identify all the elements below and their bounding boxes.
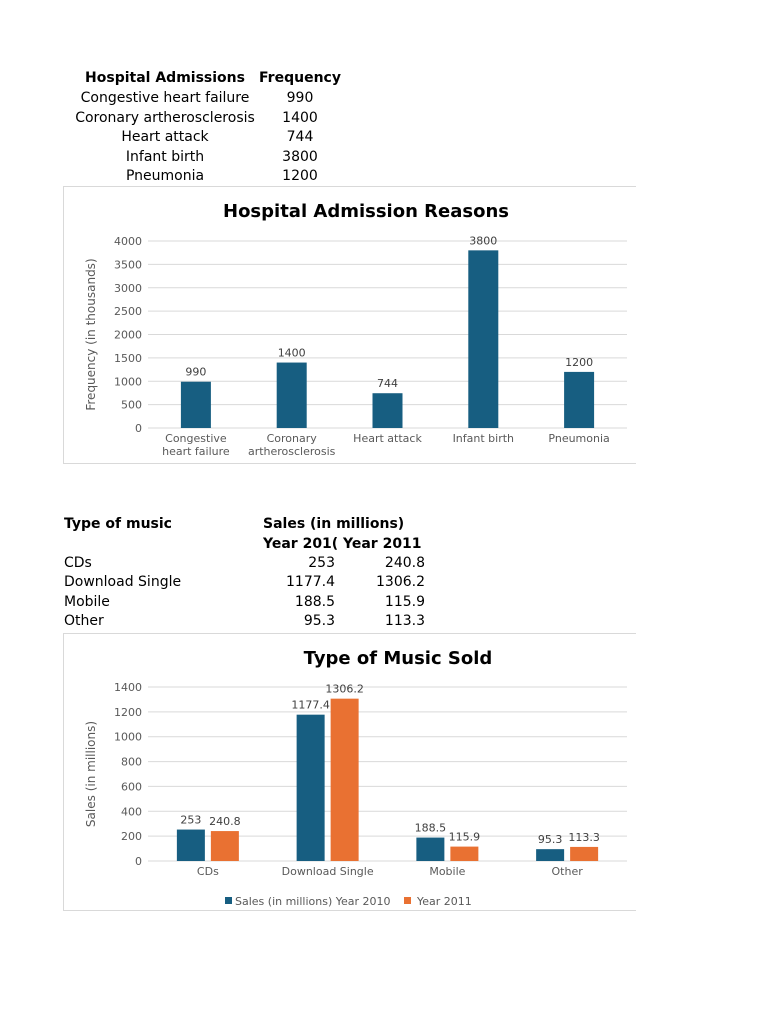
table-cell-admission: Congestive heart failure — [80, 90, 250, 106]
y-tick-label: 400 — [121, 805, 142, 818]
table-cell-admission: Heart attack — [121, 129, 209, 145]
data-label: 240.8 — [209, 815, 241, 828]
bar — [276, 362, 307, 428]
y-tick-label: 0 — [135, 422, 142, 435]
table-cell-admission: Pneumonia — [125, 168, 205, 184]
bar-2011 — [450, 846, 479, 861]
bar-2011 — [330, 698, 359, 861]
x-tick-label: Congestive — [165, 432, 227, 445]
table-cell-music-type: Other — [64, 612, 104, 629]
y-tick-label: 200 — [121, 830, 142, 843]
data-label: 113.3 — [568, 831, 600, 844]
table-cell-2010: 95.3 — [303, 612, 335, 629]
x-tick-label: Heart attack — [353, 432, 422, 445]
data-label: 115.9 — [449, 831, 481, 844]
table-header-sales: Sales (in millions) — [263, 516, 405, 532]
bar-2010 — [176, 829, 205, 861]
table-cell-admission: Coronary artherosclerosis — [75, 109, 255, 126]
music-sales-chart — [63, 633, 636, 911]
y-tick-label: 0 — [135, 855, 142, 868]
x-tick-label: Infant birth — [453, 432, 514, 445]
table-cell-2011: 240.8 — [384, 555, 425, 571]
x-tick-label: artherosclerosis — [248, 445, 336, 458]
table-header-admissions: Hospital Admissions — [85, 70, 245, 86]
y-tick-label: 1200 — [114, 706, 142, 719]
y-tick-label: 3000 — [114, 282, 142, 295]
table-cell-frequency: 1200 — [282, 168, 318, 184]
y-tick-label: 1400 — [114, 681, 142, 694]
data-label: 3800 — [469, 234, 497, 247]
data-label: 744 — [377, 377, 398, 390]
table-cell-2010: 1177.4 — [286, 574, 335, 591]
x-tick-label: Pneumonia — [548, 432, 609, 445]
chart-title: Type of Music Sold — [304, 648, 493, 669]
table-cell-admission: Infant birth — [125, 148, 205, 165]
x-tick-label: CDs — [197, 865, 219, 878]
bar-2010 — [536, 849, 565, 861]
table-cell-frequency: 3800 — [282, 148, 318, 165]
table-cell-music-type: CDs — [64, 555, 92, 571]
y-tick-label: 3500 — [114, 258, 142, 271]
table-cell-frequency: 990 — [286, 90, 314, 106]
y-tick-label: 1500 — [114, 352, 142, 365]
table-cell-2011: 113.3 — [384, 612, 425, 629]
y-tick-label: 500 — [121, 399, 142, 412]
data-label: 188.5 — [415, 822, 447, 835]
bar-2010 — [296, 714, 325, 861]
data-label: 253 — [180, 814, 201, 827]
y-tick-label: 1000 — [114, 731, 142, 744]
bar-2010 — [416, 837, 445, 861]
data-label: 1200 — [565, 356, 593, 369]
x-tick-label: Mobile — [429, 865, 465, 878]
chart-title: Hospital Admission Reasons — [223, 201, 509, 222]
bar — [564, 371, 595, 428]
x-tick-label: heart failure — [162, 445, 230, 458]
y-tick-label: 1000 — [114, 375, 142, 388]
data-label: 95.3 — [538, 833, 563, 846]
y-tick-label: 2500 — [114, 305, 142, 318]
table-cell-music-type: Download Single — [64, 574, 182, 591]
bar — [372, 393, 403, 428]
x-tick-label: Download Single — [282, 865, 374, 878]
legend-swatch-2011 — [404, 897, 411, 904]
table-cell-2011: 1306.2 — [376, 574, 425, 591]
legend-swatch-2010 — [225, 897, 232, 904]
table-header-frequency: Frequency — [259, 70, 341, 86]
legend-label-2010: Sales (in millions) Year 2010 — [235, 895, 391, 908]
hospital-admission-chart — [63, 186, 636, 464]
bar-2011 — [570, 846, 599, 861]
bar — [180, 381, 211, 428]
bar — [468, 250, 499, 428]
table-subheader-2010: Year 201( — [263, 536, 339, 552]
y-axis-label: Sales (in millions) — [84, 721, 98, 827]
y-tick-label: 600 — [121, 780, 142, 793]
x-tick-label: Coronary — [267, 432, 318, 445]
data-label: 1400 — [278, 347, 306, 360]
legend-label-2011: Year 2011 — [416, 895, 472, 908]
y-axis-label: Frequency (in thousands) — [84, 258, 98, 410]
table-header-music-type: Type of music — [64, 516, 172, 532]
y-tick-label: 2000 — [114, 329, 142, 342]
bar-2011 — [210, 831, 239, 861]
table-cell-2010: 188.5 — [294, 593, 335, 610]
table-cell-frequency: 744 — [286, 129, 314, 145]
data-label: 1306.2 — [325, 683, 364, 696]
table-cell-2010: 253 — [308, 555, 335, 571]
data-label: 990 — [185, 366, 206, 379]
table-cell-music-type: Mobile — [64, 593, 110, 610]
data-label: 1177.4 — [291, 699, 330, 712]
table-cell-2011: 115.9 — [384, 593, 425, 610]
x-tick-label: Other — [552, 865, 584, 878]
table-cell-frequency: 1400 — [282, 109, 318, 126]
y-tick-label: 800 — [121, 756, 142, 769]
y-tick-label: 4000 — [114, 235, 142, 248]
table-subheader-2011: Year 2011 — [343, 536, 422, 552]
